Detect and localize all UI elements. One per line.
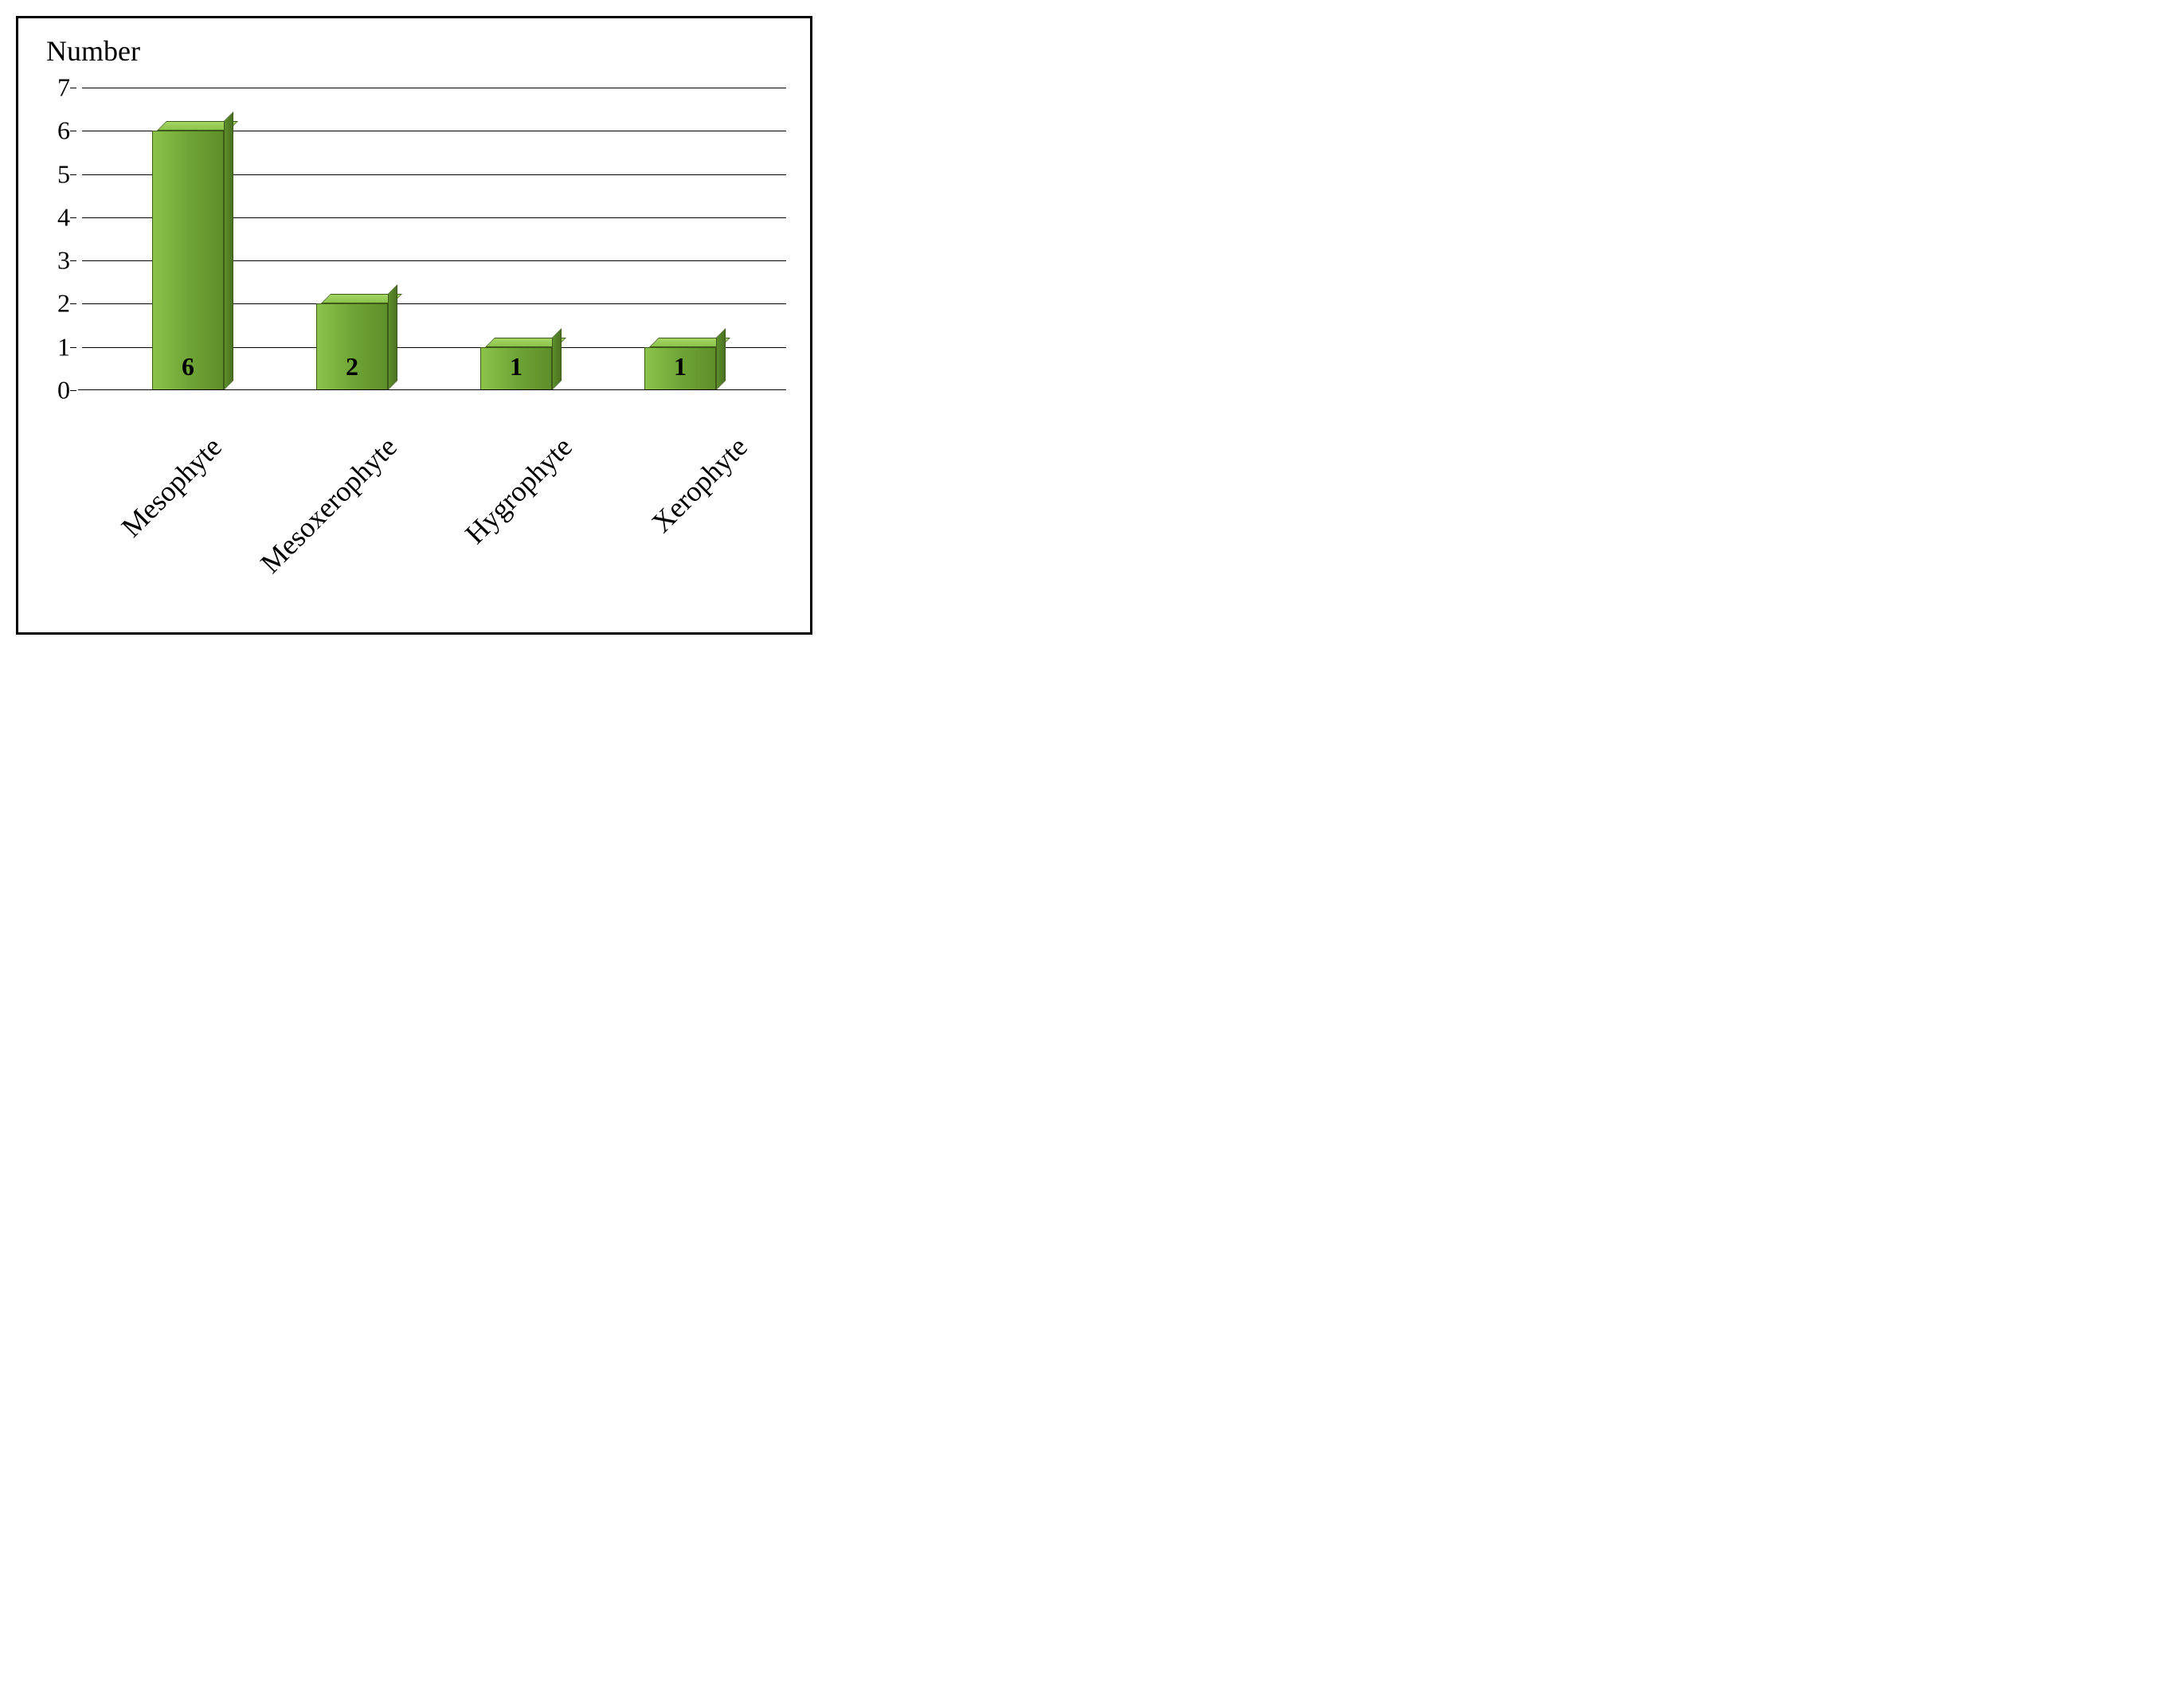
bar-front: 1 [644,347,716,390]
bar-wrapper: 1 [444,347,588,390]
y-axis-label: 4 [46,202,70,232]
y-tick [70,217,76,218]
bar: 2 [316,303,388,390]
bar-value-label: 2 [346,352,358,381]
bar-wrapper: 1 [608,347,752,390]
bar-value-label: 1 [674,352,687,381]
y-tick [70,174,76,175]
y-axis-label: 2 [46,289,70,319]
plot-area: 01234567 6211 [82,88,786,390]
baseline [78,389,786,390]
bar: 1 [644,347,716,390]
y-axis-label: 5 [46,159,70,189]
bar-side [388,284,397,390]
bar: 1 [480,347,552,390]
x-axis-label: Mesoxerophyte [254,430,404,580]
x-axis-label: Xerophyte [645,430,754,539]
y-axis-label: 3 [46,246,70,276]
bar-value-label: 1 [510,352,523,381]
y-tick [70,390,76,391]
x-labels-container: MesophyteMesoxerophyte Hygrophyte Xerophyt… [82,430,786,589]
bar-side [716,328,726,390]
bar-value-label: 6 [182,352,194,381]
y-tick [70,303,76,304]
bar-wrapper: 6 [115,131,260,390]
bar-front: 6 [152,131,224,390]
chart-container: Number 0 1 2 3 4 5 6 7 6 2 1 1 MesophyteMesoxeroph… [16,16,812,635]
x-axis-label: Mesophyte [115,430,229,544]
y-axis-label: 1 [46,332,70,362]
y-tick [70,260,76,261]
bar-side [552,328,562,390]
bars-container: 6 2 1 1 [82,88,786,390]
bar-front: 2 [316,303,388,390]
bar-side [224,111,233,390]
bar-wrapper: 2 [280,303,424,390]
x-axis-label: Hygrophyte [458,430,578,550]
y-tick [70,347,76,348]
y-axis-label: 6 [46,116,70,146]
bar-front: 1 [480,347,552,390]
y-axis-label: 0 [46,376,70,405]
bar: 6 [152,131,224,390]
chart-title: Number [46,34,786,68]
y-axis-label: 7 [46,73,70,103]
